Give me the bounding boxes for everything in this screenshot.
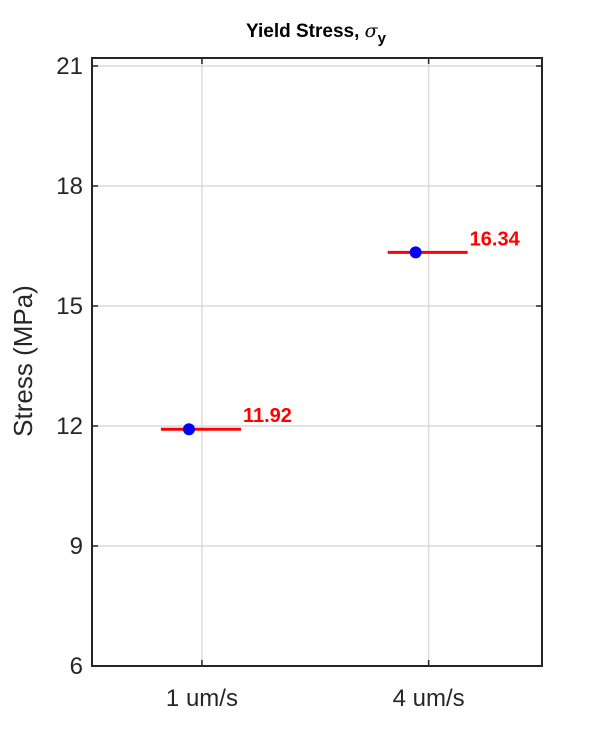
data-point — [409, 246, 422, 259]
y-tick-label: 12 — [56, 413, 83, 440]
data-point — [182, 423, 195, 436]
y-axis-label: Stress (MPa) — [8, 285, 38, 437]
data-label: 16.34 — [470, 228, 521, 250]
y-tick-label: 21 — [56, 53, 83, 80]
data-label: 11.92 — [243, 405, 292, 427]
y-tick-label: 9 — [70, 533, 83, 560]
axes — [91, 57, 543, 667]
chart-title: Yield Stress, σy — [246, 20, 387, 47]
y-tick-label: 6 — [70, 653, 83, 680]
data-series: 11.92 16.34 — [160, 228, 521, 436]
y-tick-label: 15 — [56, 293, 83, 320]
axis-ticks: 6 9 12 15 18 21 1 um/s 4 um/s — [56, 53, 542, 712]
plot-frame — [91, 57, 543, 667]
x-tick-label: 4 um/s — [393, 685, 465, 712]
y-tick-label: 18 — [56, 173, 83, 200]
x-tick-label: 1 um/s — [166, 685, 238, 712]
